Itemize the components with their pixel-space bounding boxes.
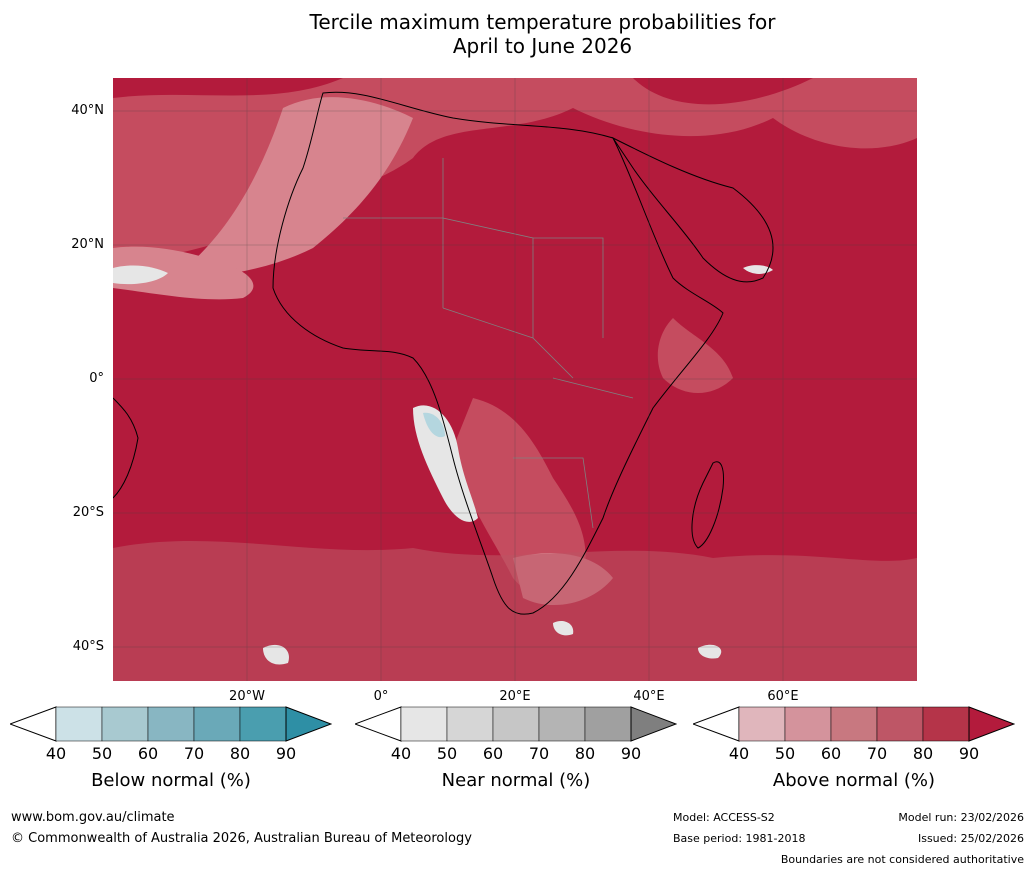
near-normal-regions: [113, 265, 773, 665]
legend-near-normal: 40 50 60 70 80 90 Near normal (%): [355, 706, 677, 806]
map-title-line2: April to June 2026: [452, 34, 633, 58]
graticule: [113, 78, 917, 681]
map-title: Tercile maximum temperature probabilitie…: [0, 10, 1035, 58]
lat-label-eq: 0°: [89, 371, 104, 386]
colorbar-near-normal: [355, 706, 677, 742]
tick-near-50: 50: [436, 744, 458, 763]
south-america-coastline: [113, 397, 139, 499]
tick-below-90: 90: [275, 744, 297, 763]
tick-below-60: 60: [137, 744, 159, 763]
tick-below-50: 50: [91, 744, 113, 763]
legend-below-normal: 40 50 60 70 80 90 Below normal (%): [10, 706, 332, 806]
lon-label-0: 0°: [373, 689, 389, 704]
lat-label-40n: 40°N: [71, 103, 104, 118]
tick-near-80: 80: [574, 744, 596, 763]
lon-label-20e: 20°E: [499, 689, 531, 704]
footer-issued: Issued: 25/02/2026: [917, 832, 1024, 845]
lon-label-40e: 40°E: [633, 689, 665, 704]
legend-below-normal-label: Below normal (%): [91, 770, 251, 791]
arabia-coastline: [611, 136, 774, 283]
legend-near-normal-label: Near normal (%): [441, 770, 591, 791]
lon-label-20w: 20°W: [229, 689, 265, 704]
tick-near-60: 60: [482, 744, 504, 763]
tick-near-70: 70: [528, 744, 550, 763]
tick-near-40: 40: [390, 744, 412, 763]
tick-below-80: 80: [229, 744, 251, 763]
tick-near-90: 90: [620, 744, 642, 763]
country-borders: [343, 158, 634, 529]
tick-above-80: 80: [912, 744, 934, 763]
probability-map: [113, 78, 917, 681]
footer-model: Model: ACCESS-S2: [673, 811, 775, 824]
colorbar-above-normal: [693, 706, 1015, 742]
legend-above-normal-label: Above normal (%): [772, 770, 936, 791]
lat-label-40s: 40°S: [72, 639, 104, 654]
tick-above-40: 40: [728, 744, 750, 763]
tick-below-70: 70: [183, 744, 205, 763]
lat-label-20n: 20°N: [71, 237, 104, 252]
tick-above-90: 90: [958, 744, 980, 763]
footer-copyright: © Commonwealth of Australia 2026, Austra…: [11, 831, 472, 846]
footer-base-period: Base period: 1981-2018: [673, 832, 806, 845]
footer-disclaimer: Boundaries are not considered authoritat…: [780, 853, 1024, 866]
tick-below-40: 40: [45, 744, 67, 763]
below-normal-regions: [423, 412, 445, 438]
lat-label-20s: 20°S: [72, 505, 104, 520]
tick-above-70: 70: [866, 744, 888, 763]
tick-above-50: 50: [774, 744, 796, 763]
legend-above-normal: 40 50 60 70 80 90 Above normal (%): [693, 706, 1015, 806]
tick-above-60: 60: [820, 744, 842, 763]
colorbar-below-normal: [10, 706, 332, 742]
lon-label-60e: 60°E: [767, 689, 799, 704]
footer-model-run: Model run: 23/02/2026: [898, 811, 1024, 824]
map-title-line1: Tercile maximum temperature probabilitie…: [309, 10, 776, 34]
footer-website: www.bom.gov.au/climate: [11, 810, 175, 825]
